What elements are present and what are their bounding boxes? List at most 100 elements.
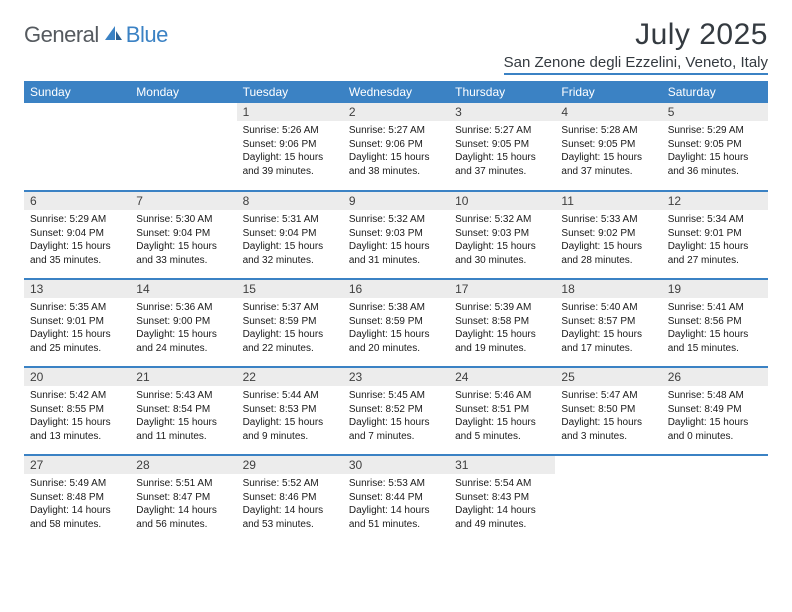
day-details: Sunrise: 5:27 AMSunset: 9:05 PMDaylight:… <box>449 121 555 182</box>
day-header: Saturday <box>662 81 768 103</box>
day-number: 29 <box>237 456 343 474</box>
day-number: 20 <box>24 368 130 386</box>
day-details: Sunrise: 5:51 AMSunset: 8:47 PMDaylight:… <box>130 474 236 535</box>
day-details: Sunrise: 5:49 AMSunset: 8:48 PMDaylight:… <box>24 474 130 535</box>
day-details: Sunrise: 5:27 AMSunset: 9:06 PMDaylight:… <box>343 121 449 182</box>
day-number: 11 <box>555 192 661 210</box>
day-details: Sunrise: 5:32 AMSunset: 9:03 PMDaylight:… <box>343 210 449 271</box>
calendar-day: 17Sunrise: 5:39 AMSunset: 8:58 PMDayligh… <box>449 279 555 367</box>
day-details: Sunrise: 5:35 AMSunset: 9:01 PMDaylight:… <box>24 298 130 359</box>
calendar-day <box>555 455 661 543</box>
day-number: 7 <box>130 192 236 210</box>
logo-text-blue: Blue <box>126 22 168 48</box>
day-details: Sunrise: 5:44 AMSunset: 8:53 PMDaylight:… <box>237 386 343 447</box>
day-details: Sunrise: 5:29 AMSunset: 9:05 PMDaylight:… <box>662 121 768 182</box>
calendar-day: 20Sunrise: 5:42 AMSunset: 8:55 PMDayligh… <box>24 367 130 455</box>
day-details: Sunrise: 5:37 AMSunset: 8:59 PMDaylight:… <box>237 298 343 359</box>
calendar-day: 3Sunrise: 5:27 AMSunset: 9:05 PMDaylight… <box>449 103 555 191</box>
calendar-day: 11Sunrise: 5:33 AMSunset: 9:02 PMDayligh… <box>555 191 661 279</box>
day-number: 18 <box>555 280 661 298</box>
calendar-day: 6Sunrise: 5:29 AMSunset: 9:04 PMDaylight… <box>24 191 130 279</box>
day-number: 16 <box>343 280 449 298</box>
calendar-day: 15Sunrise: 5:37 AMSunset: 8:59 PMDayligh… <box>237 279 343 367</box>
day-number: 24 <box>449 368 555 386</box>
location-text: San Zenone degli Ezzelini, Veneto, Italy <box>504 54 768 71</box>
calendar-day: 24Sunrise: 5:46 AMSunset: 8:51 PMDayligh… <box>449 367 555 455</box>
day-header: Sunday <box>24 81 130 103</box>
day-number: 19 <box>662 280 768 298</box>
calendar-day: 8Sunrise: 5:31 AMSunset: 9:04 PMDaylight… <box>237 191 343 279</box>
calendar-day: 4Sunrise: 5:28 AMSunset: 9:05 PMDaylight… <box>555 103 661 191</box>
day-number: 3 <box>449 103 555 121</box>
calendar-day: 7Sunrise: 5:30 AMSunset: 9:04 PMDaylight… <box>130 191 236 279</box>
month-title: July 2025 <box>504 18 768 52</box>
day-header-row: SundayMondayTuesdayWednesdayThursdayFrid… <box>24 81 768 103</box>
calendar-head: SundayMondayTuesdayWednesdayThursdayFrid… <box>24 81 768 103</box>
day-details: Sunrise: 5:53 AMSunset: 8:44 PMDaylight:… <box>343 474 449 535</box>
day-details: Sunrise: 5:33 AMSunset: 9:02 PMDaylight:… <box>555 210 661 271</box>
day-number: 28 <box>130 456 236 474</box>
calendar-week: 6Sunrise: 5:29 AMSunset: 9:04 PMDaylight… <box>24 191 768 279</box>
day-header: Wednesday <box>343 81 449 103</box>
day-number: 1 <box>237 103 343 121</box>
day-details: Sunrise: 5:54 AMSunset: 8:43 PMDaylight:… <box>449 474 555 535</box>
day-details: Sunrise: 5:52 AMSunset: 8:46 PMDaylight:… <box>237 474 343 535</box>
calendar-day: 31Sunrise: 5:54 AMSunset: 8:43 PMDayligh… <box>449 455 555 543</box>
day-details: Sunrise: 5:45 AMSunset: 8:52 PMDaylight:… <box>343 386 449 447</box>
day-details: Sunrise: 5:42 AMSunset: 8:55 PMDaylight:… <box>24 386 130 447</box>
calendar-day: 9Sunrise: 5:32 AMSunset: 9:03 PMDaylight… <box>343 191 449 279</box>
day-header: Friday <box>555 81 661 103</box>
day-number: 30 <box>343 456 449 474</box>
calendar-day: 16Sunrise: 5:38 AMSunset: 8:59 PMDayligh… <box>343 279 449 367</box>
day-number: 26 <box>662 368 768 386</box>
calendar-day: 26Sunrise: 5:48 AMSunset: 8:49 PMDayligh… <box>662 367 768 455</box>
calendar-day: 21Sunrise: 5:43 AMSunset: 8:54 PMDayligh… <box>130 367 236 455</box>
day-number: 2 <box>343 103 449 121</box>
day-details: Sunrise: 5:30 AMSunset: 9:04 PMDaylight:… <box>130 210 236 271</box>
day-details: Sunrise: 5:28 AMSunset: 9:05 PMDaylight:… <box>555 121 661 182</box>
calendar-day <box>24 103 130 191</box>
calendar-day: 27Sunrise: 5:49 AMSunset: 8:48 PMDayligh… <box>24 455 130 543</box>
day-details: Sunrise: 5:41 AMSunset: 8:56 PMDaylight:… <box>662 298 768 359</box>
calendar-day <box>130 103 236 191</box>
day-details: Sunrise: 5:31 AMSunset: 9:04 PMDaylight:… <box>237 210 343 271</box>
calendar-day: 29Sunrise: 5:52 AMSunset: 8:46 PMDayligh… <box>237 455 343 543</box>
calendar-day: 22Sunrise: 5:44 AMSunset: 8:53 PMDayligh… <box>237 367 343 455</box>
day-details: Sunrise: 5:38 AMSunset: 8:59 PMDaylight:… <box>343 298 449 359</box>
day-number: 5 <box>662 103 768 121</box>
day-number: 25 <box>555 368 661 386</box>
logo-text-general: General <box>24 22 99 48</box>
day-number: 12 <box>662 192 768 210</box>
day-number: 27 <box>24 456 130 474</box>
day-details: Sunrise: 5:39 AMSunset: 8:58 PMDaylight:… <box>449 298 555 359</box>
day-header: Thursday <box>449 81 555 103</box>
calendar-day: 1Sunrise: 5:26 AMSunset: 9:06 PMDaylight… <box>237 103 343 191</box>
calendar-week: 1Sunrise: 5:26 AMSunset: 9:06 PMDaylight… <box>24 103 768 191</box>
header: General Blue July 2025 San Zenone degli … <box>24 18 768 75</box>
day-number: 17 <box>449 280 555 298</box>
calendar-week: 13Sunrise: 5:35 AMSunset: 9:01 PMDayligh… <box>24 279 768 367</box>
day-details: Sunrise: 5:32 AMSunset: 9:03 PMDaylight:… <box>449 210 555 271</box>
calendar-day: 30Sunrise: 5:53 AMSunset: 8:44 PMDayligh… <box>343 455 449 543</box>
calendar-week: 20Sunrise: 5:42 AMSunset: 8:55 PMDayligh… <box>24 367 768 455</box>
day-number: 31 <box>449 456 555 474</box>
calendar-day: 5Sunrise: 5:29 AMSunset: 9:05 PMDaylight… <box>662 103 768 191</box>
day-number: 15 <box>237 280 343 298</box>
calendar-day: 25Sunrise: 5:47 AMSunset: 8:50 PMDayligh… <box>555 367 661 455</box>
day-number: 22 <box>237 368 343 386</box>
day-details: Sunrise: 5:43 AMSunset: 8:54 PMDaylight:… <box>130 386 236 447</box>
calendar-day: 23Sunrise: 5:45 AMSunset: 8:52 PMDayligh… <box>343 367 449 455</box>
day-number: 23 <box>343 368 449 386</box>
location-underline: San Zenone degli Ezzelini, Veneto, Italy <box>504 54 768 75</box>
calendar-day: 13Sunrise: 5:35 AMSunset: 9:01 PMDayligh… <box>24 279 130 367</box>
day-details: Sunrise: 5:40 AMSunset: 8:57 PMDaylight:… <box>555 298 661 359</box>
title-block: July 2025 San Zenone degli Ezzelini, Ven… <box>504 18 768 75</box>
calendar-day: 28Sunrise: 5:51 AMSunset: 8:47 PMDayligh… <box>130 455 236 543</box>
day-number: 6 <box>24 192 130 210</box>
calendar-day <box>662 455 768 543</box>
calendar-day: 18Sunrise: 5:40 AMSunset: 8:57 PMDayligh… <box>555 279 661 367</box>
calendar-day: 12Sunrise: 5:34 AMSunset: 9:01 PMDayligh… <box>662 191 768 279</box>
day-header: Tuesday <box>237 81 343 103</box>
calendar-day: 19Sunrise: 5:41 AMSunset: 8:56 PMDayligh… <box>662 279 768 367</box>
calendar-day: 10Sunrise: 5:32 AMSunset: 9:03 PMDayligh… <box>449 191 555 279</box>
